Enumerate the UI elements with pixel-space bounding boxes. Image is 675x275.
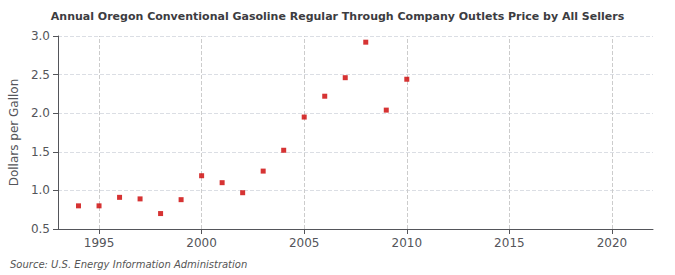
svg-text:2020: 2020 — [597, 236, 628, 250]
svg-text:Annual Oregon Conventional Gas: Annual Oregon Conventional Gasoline Regu… — [51, 10, 625, 23]
svg-text:1995: 1995 — [84, 236, 115, 250]
svg-text:Source: U.S. Energy Informatio: Source: U.S. Energy Information Administ… — [10, 259, 247, 270]
svg-text:2.0: 2.0 — [31, 106, 50, 120]
svg-text:Dollars per Gallon: Dollars per Gallon — [7, 79, 21, 187]
svg-text:2005: 2005 — [289, 236, 320, 250]
svg-text:1.0: 1.0 — [31, 183, 50, 197]
svg-text:2010: 2010 — [392, 236, 423, 250]
svg-text:1.5: 1.5 — [31, 145, 50, 159]
svg-text:0.5: 0.5 — [31, 222, 50, 236]
svg-text:2000: 2000 — [186, 236, 217, 250]
svg-text:3.0: 3.0 — [31, 29, 50, 43]
svg-text:2015: 2015 — [494, 236, 525, 250]
svg-text:2.5: 2.5 — [31, 68, 50, 82]
